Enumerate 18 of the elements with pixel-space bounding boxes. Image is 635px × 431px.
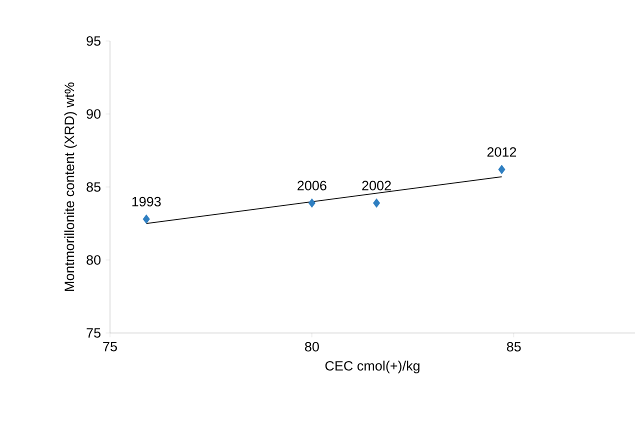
y-tick-label: 85 xyxy=(86,182,100,192)
x-tick-label: 75 xyxy=(103,342,117,352)
point xyxy=(372,198,380,208)
x-axis-title: CEC cmol(+)/kg xyxy=(325,360,420,374)
point xyxy=(142,214,150,224)
x-tick-label: 80 xyxy=(305,342,319,352)
y-tick-label: 95 xyxy=(86,36,100,46)
y-axis-title: Montmorillonite content (XRD) wt% xyxy=(64,82,77,291)
y-tick-label: 75 xyxy=(86,328,100,338)
y-tick-label: 80 xyxy=(86,255,101,265)
annotation: 2006 xyxy=(298,180,326,190)
point xyxy=(498,164,506,174)
annotation: 1993 xyxy=(132,196,161,206)
annotation: 2002 xyxy=(362,180,391,190)
x-tick-label: 85 xyxy=(506,342,521,352)
y-tick-label: 90 xyxy=(86,109,101,119)
annotation: 2012 xyxy=(487,147,516,157)
point xyxy=(308,198,316,208)
